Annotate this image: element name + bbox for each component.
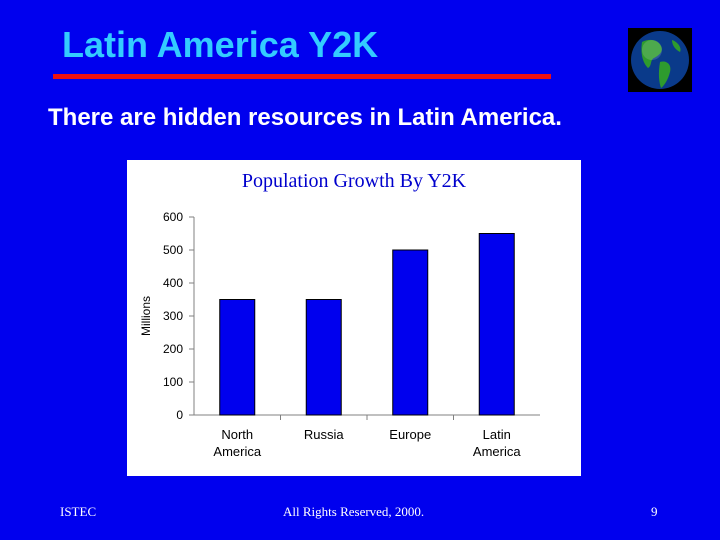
footer-copyright: All Rights Reserved, 2000. — [283, 504, 425, 519]
y-tick-label: 200 — [163, 342, 183, 356]
y-tick-label: 300 — [163, 309, 183, 323]
x-tick-label: Russia — [304, 427, 345, 442]
bar-chart: 0 100 200 300 400 500 600 Millions North America R… — [139, 210, 540, 459]
title-underline — [53, 74, 551, 79]
y-tick-label: 500 — [163, 243, 183, 257]
x-tick-label: Europe — [389, 427, 431, 442]
footer-organization: ISTEC — [60, 504, 97, 519]
globe-icon — [628, 28, 692, 92]
slide-subtitle: There are hidden resources in Latin Amer… — [48, 104, 562, 131]
x-tick-label: America — [213, 444, 261, 459]
y-tick-label: 400 — [163, 276, 183, 290]
page-number: 9 — [651, 504, 658, 519]
bar — [219, 299, 256, 416]
bar — [305, 299, 342, 416]
bar — [392, 249, 429, 416]
bar — [478, 233, 515, 416]
y-axis-label: Millions — [139, 296, 153, 336]
x-tick-label: America — [473, 444, 521, 459]
y-tick-label: 0 — [176, 408, 183, 422]
chart-panel: Population Growth By Y2K 0 100 200 300 400 50… — [127, 160, 581, 476]
y-tick-label: 600 — [163, 210, 183, 224]
x-tick-label: Latin — [483, 427, 511, 442]
x-tick-label: North — [221, 427, 253, 442]
slide-title: Latin America Y2K — [62, 24, 379, 65]
y-tick-label: 100 — [163, 375, 183, 389]
chart-title: Population Growth By Y2K — [241, 170, 467, 192]
